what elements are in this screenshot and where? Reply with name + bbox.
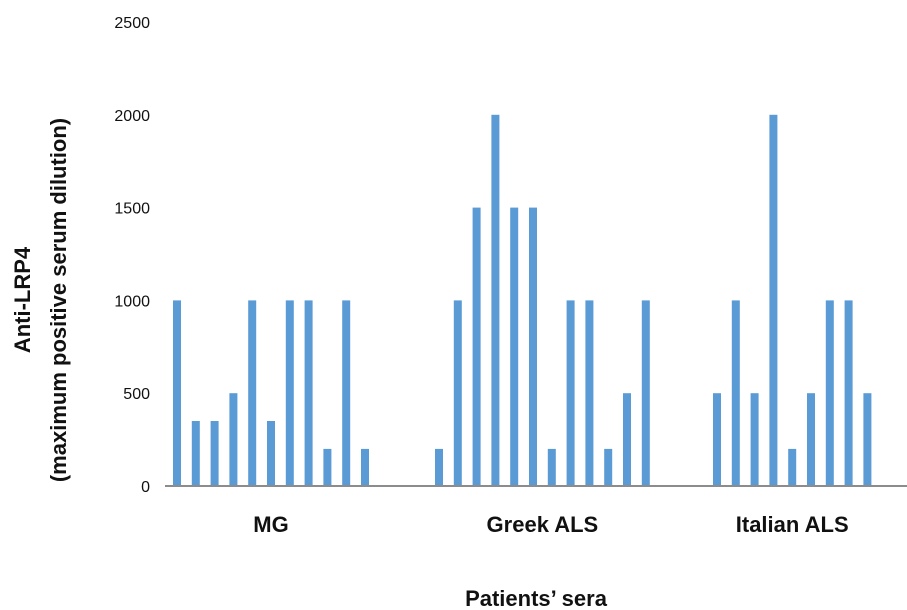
bar	[229, 393, 238, 486]
bar	[323, 448, 332, 486]
bar	[547, 448, 556, 486]
x-axis-title: Patients’ sera	[465, 586, 608, 610]
group-labels: MG Greek ALS Italian ALS	[253, 512, 848, 537]
bar	[453, 300, 462, 486]
y-tick-label: 500	[123, 386, 150, 403]
bar	[769, 114, 778, 487]
bar	[491, 114, 500, 487]
bar	[285, 300, 294, 486]
y-axis-subtitle: (maximum positive serum dilution)	[46, 118, 71, 482]
y-axis-ticks: 0 500 1000 1500 2000 2500	[114, 15, 150, 496]
bar	[825, 300, 834, 486]
bar	[510, 207, 519, 486]
bar	[604, 448, 613, 486]
bar	[641, 300, 650, 486]
bar	[623, 393, 631, 486]
bar	[731, 300, 740, 486]
bar	[173, 300, 181, 486]
bar	[361, 448, 369, 486]
group-label: Greek ALS	[487, 512, 599, 537]
y-tick-label: 2500	[114, 15, 150, 32]
bar	[713, 393, 721, 486]
y-tick-label: 1500	[114, 201, 150, 218]
bar	[585, 300, 594, 486]
y-tick-label: 0	[141, 479, 150, 496]
group-label: Italian ALS	[736, 512, 849, 537]
bar	[529, 207, 537, 486]
bar	[248, 300, 257, 486]
bar	[863, 393, 872, 486]
bar	[472, 207, 481, 486]
bar	[304, 300, 313, 486]
y-axis-title: Anti-LRP4	[10, 246, 35, 353]
bar	[844, 300, 853, 486]
bar	[566, 300, 575, 486]
bar	[807, 393, 815, 486]
group-label: MG	[253, 512, 288, 537]
y-tick-label: 1000	[114, 293, 150, 310]
bar	[342, 300, 351, 486]
bar	[435, 448, 443, 486]
bar	[191, 421, 200, 486]
bars	[173, 114, 872, 487]
bar	[750, 393, 759, 486]
bar	[210, 421, 219, 486]
bar	[267, 421, 275, 486]
y-tick-label: 2000	[114, 108, 150, 125]
bar	[788, 448, 797, 486]
